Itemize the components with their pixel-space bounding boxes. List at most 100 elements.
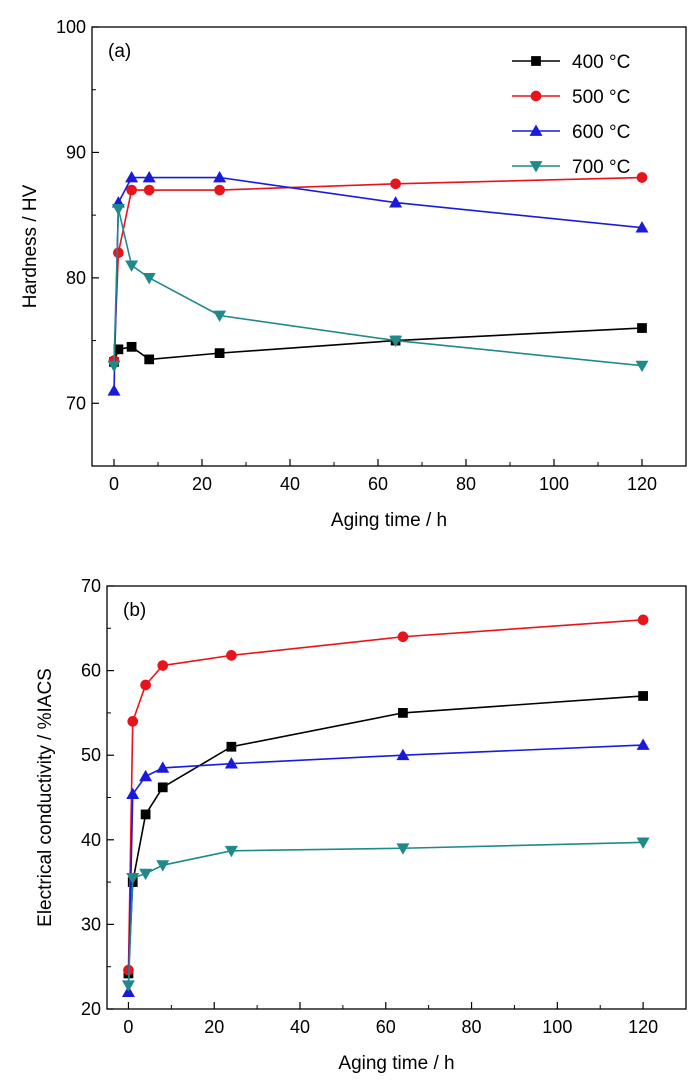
data-point	[142, 171, 156, 183]
x-tick-label: 20	[192, 474, 212, 494]
panel-label: (b)	[123, 600, 146, 621]
data-point	[396, 843, 410, 855]
y-tick-label: 30	[81, 914, 101, 934]
plot-frame	[91, 26, 687, 467]
data-point	[111, 203, 125, 216]
data-point	[140, 679, 151, 691]
series-line	[113, 176, 643, 361]
x-tick-label: 100	[542, 1017, 572, 1037]
data-point	[213, 310, 227, 322]
data-point	[637, 323, 647, 333]
data-point	[636, 837, 650, 849]
y-tick-label: 70	[66, 393, 86, 413]
x-tick-label: 60	[376, 1017, 396, 1037]
data-point	[637, 614, 649, 626]
data-point	[156, 860, 170, 872]
series-4	[121, 837, 650, 992]
legend-marker	[529, 161, 543, 173]
data-point	[126, 872, 140, 885]
data-point	[638, 691, 648, 701]
data-point	[139, 769, 153, 782]
data-point	[390, 178, 401, 190]
x-axis-label: Aging time / h	[331, 510, 447, 531]
series-2	[108, 172, 648, 366]
series-1	[109, 323, 647, 367]
y-tick-label: 50	[81, 745, 101, 765]
panel-label: (a)	[108, 41, 131, 62]
data-point	[636, 172, 648, 183]
series-1	[123, 691, 648, 979]
legend-entry: 500 °C	[572, 87, 630, 108]
y-axis-label: Electrical conductivity / %IACS	[35, 668, 56, 927]
data-point	[636, 738, 650, 750]
data-point	[226, 741, 237, 752]
data-point	[144, 354, 155, 365]
x-tick-label: 120	[628, 1017, 658, 1037]
x-tick-label: 80	[456, 474, 476, 494]
y-tick-label: 80	[66, 268, 86, 288]
x-tick-label: 80	[462, 1017, 482, 1037]
data-point	[214, 184, 225, 196]
x-tick-label: 0	[123, 1017, 133, 1037]
data-point	[113, 344, 124, 355]
legend-entry: 600 °C	[572, 122, 630, 143]
series-line	[127, 619, 644, 971]
series-line	[127, 695, 644, 974]
legend-entry: 400 °C	[572, 52, 630, 73]
x-tick-label: 60	[368, 474, 388, 494]
series-line	[113, 176, 643, 391]
data-point	[157, 660, 169, 671]
x-tick-label: 0	[109, 474, 119, 494]
chart-panel-a: 0 20 40 60 80 100 120 70 80 90 100 Aging time / h Ha…	[20, 17, 687, 531]
data-point	[635, 360, 649, 373]
data-point	[143, 184, 155, 196]
data-point	[224, 845, 238, 858]
series-line	[127, 841, 644, 986]
data-point	[107, 384, 121, 396]
legend-marker	[531, 56, 541, 66]
x-tick-label: 120	[627, 474, 657, 494]
data-point	[389, 335, 403, 348]
legend: 400 °C 500 °C 600 °C 700 °C	[512, 52, 630, 178]
legend-marker	[530, 90, 542, 102]
x-tick-label: 40	[280, 474, 300, 494]
data-point	[126, 341, 137, 352]
y-tick-label: 100	[56, 17, 86, 37]
x-tick-label: 20	[204, 1017, 224, 1037]
data-point	[125, 260, 139, 272]
y-axis-label: Hardness / HV	[20, 184, 41, 308]
data-point	[127, 716, 139, 727]
series-line	[127, 744, 644, 993]
data-point	[389, 196, 403, 208]
data-point	[224, 757, 238, 769]
data-point	[226, 650, 237, 661]
y-tick-label: 40	[81, 830, 101, 850]
data-point	[126, 184, 137, 196]
plot-frame	[106, 585, 687, 1010]
data-point	[126, 787, 140, 799]
data-point	[125, 171, 139, 183]
series-2	[123, 614, 649, 976]
data-point	[139, 868, 153, 881]
data-point	[107, 360, 121, 373]
data-point	[635, 221, 649, 233]
data-point	[140, 809, 151, 820]
chart-panel-b: 0 20 40 60 80 100 120 20 30 40 50 60 70 Aging time / …	[35, 576, 687, 1074]
series-3	[121, 738, 650, 997]
legend-marker	[529, 124, 543, 136]
series-3	[107, 171, 649, 396]
series-4	[107, 203, 649, 373]
data-point	[396, 748, 410, 761]
data-point	[121, 980, 135, 992]
data-point	[156, 761, 170, 773]
data-point	[398, 708, 408, 718]
y-tick-label: 20	[81, 999, 101, 1019]
data-point	[397, 631, 409, 643]
legend-entry: 700 °C	[572, 157, 630, 178]
y-tick-label: 70	[81, 576, 101, 596]
y-tick-label: 60	[81, 661, 101, 681]
data-point	[213, 171, 227, 183]
data-point	[214, 348, 225, 358]
x-tick-label: 40	[290, 1017, 310, 1037]
